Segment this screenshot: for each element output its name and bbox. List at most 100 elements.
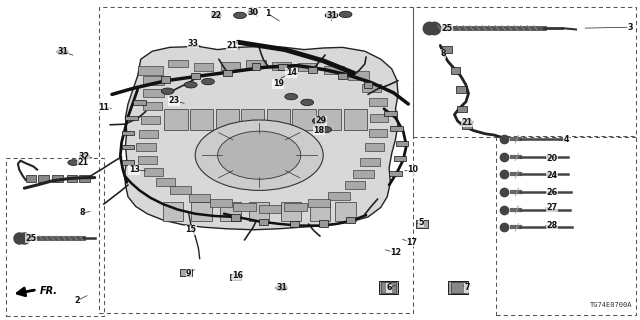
Text: 22: 22 <box>211 11 222 20</box>
Bar <box>189 194 210 202</box>
Text: 19: 19 <box>273 79 284 88</box>
Bar <box>451 282 466 293</box>
Bar <box>26 175 36 182</box>
Bar <box>285 204 307 212</box>
Text: 7: 7 <box>465 284 470 292</box>
Bar <box>164 109 188 130</box>
Bar <box>451 67 461 74</box>
Bar <box>122 131 134 135</box>
Bar <box>249 202 269 221</box>
Bar <box>122 160 134 165</box>
Text: 3: 3 <box>628 23 633 32</box>
Bar <box>163 202 183 221</box>
Text: 31: 31 <box>276 284 287 292</box>
Bar <box>369 99 387 106</box>
Circle shape <box>339 11 352 18</box>
Bar <box>335 202 356 221</box>
Circle shape <box>312 118 325 124</box>
Bar <box>281 202 301 221</box>
Text: 2: 2 <box>74 296 79 305</box>
Text: 25: 25 <box>25 234 36 243</box>
Circle shape <box>301 99 314 106</box>
Bar <box>379 281 398 294</box>
Text: 14: 14 <box>285 68 297 77</box>
Bar <box>223 70 232 76</box>
Circle shape <box>461 119 473 125</box>
Bar <box>272 61 291 69</box>
Text: 21: 21 <box>77 158 89 167</box>
Text: 4: 4 <box>564 135 569 144</box>
Bar <box>170 186 191 194</box>
Circle shape <box>184 82 197 88</box>
Bar <box>307 199 330 207</box>
Bar <box>6 158 104 316</box>
Bar <box>370 114 388 122</box>
Bar <box>458 106 467 112</box>
Bar <box>396 141 408 146</box>
Bar <box>230 274 241 280</box>
Bar <box>221 61 240 69</box>
Bar <box>143 76 164 85</box>
Bar <box>259 219 268 225</box>
Text: 12: 12 <box>390 248 401 257</box>
Bar <box>259 205 282 213</box>
Text: 6: 6 <box>387 284 392 292</box>
Bar <box>365 143 384 151</box>
Text: 1: 1 <box>265 9 270 18</box>
Bar <box>144 168 163 176</box>
Bar <box>324 66 344 74</box>
Bar <box>390 126 403 131</box>
Bar <box>310 202 330 221</box>
Bar <box>138 66 163 75</box>
Bar <box>136 143 156 151</box>
Bar <box>413 7 636 137</box>
Text: 10: 10 <box>407 165 419 174</box>
Bar <box>416 220 428 228</box>
Bar <box>338 73 347 79</box>
Text: 18: 18 <box>313 126 324 135</box>
Text: 31: 31 <box>326 11 337 20</box>
Bar <box>496 136 636 315</box>
Circle shape <box>316 118 326 124</box>
Circle shape <box>276 285 287 291</box>
Text: 24: 24 <box>546 171 557 180</box>
Bar <box>267 109 290 130</box>
Circle shape <box>234 12 246 19</box>
Bar <box>328 192 351 200</box>
Bar <box>67 175 77 182</box>
Text: 29: 29 <box>316 116 327 125</box>
Bar <box>278 64 287 70</box>
Bar <box>180 269 192 276</box>
Bar <box>216 109 239 130</box>
Bar <box>125 116 138 120</box>
Text: 9: 9 <box>186 269 191 278</box>
Circle shape <box>202 78 214 85</box>
Bar <box>369 129 387 137</box>
Bar <box>353 170 374 179</box>
Bar <box>231 214 240 221</box>
Text: 8: 8 <box>440 49 445 58</box>
Bar <box>194 63 213 71</box>
Bar <box>274 81 288 89</box>
Text: 27: 27 <box>546 204 557 212</box>
Circle shape <box>79 154 90 159</box>
Bar <box>234 204 255 212</box>
Ellipse shape <box>218 131 301 179</box>
Bar <box>308 67 317 73</box>
Bar <box>252 63 260 70</box>
Bar <box>79 175 90 182</box>
Bar <box>161 76 170 83</box>
Circle shape <box>161 88 174 94</box>
Bar <box>298 63 317 71</box>
Bar <box>448 281 468 294</box>
Bar <box>209 199 232 207</box>
Bar <box>246 60 266 68</box>
Bar <box>138 156 157 164</box>
Bar <box>344 109 367 130</box>
Bar <box>139 130 158 138</box>
Bar <box>156 178 175 186</box>
Circle shape <box>211 13 221 18</box>
Text: 8: 8 <box>79 208 84 217</box>
Bar <box>360 157 380 166</box>
Bar <box>290 221 299 227</box>
